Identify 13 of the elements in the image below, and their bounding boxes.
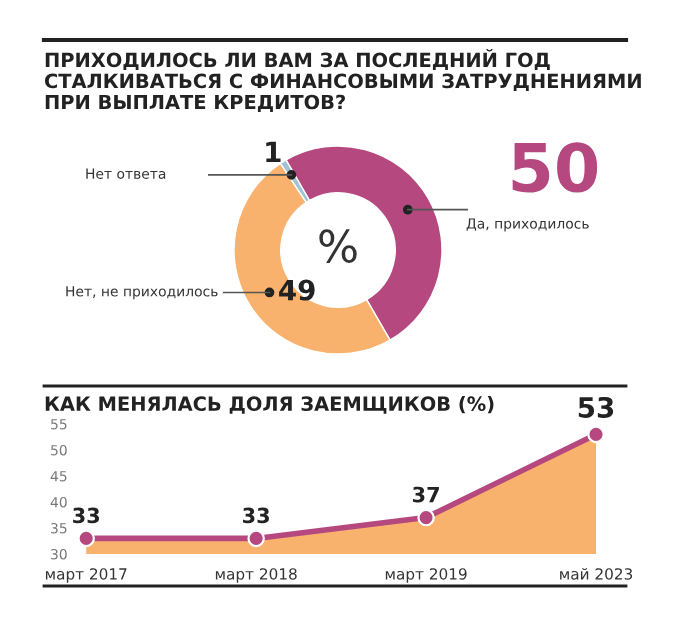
point bbox=[247, 529, 265, 548]
data-label: 53 bbox=[578, 396, 614, 418]
chart-title: КАК МЕНЯЛАСЬ ДОЛЯ ЗАЕМЩИКОВ (%) bbox=[45, 396, 494, 414]
data-label: 37 bbox=[412, 486, 439, 503]
data-label: 1 bbox=[266, 141, 281, 162]
data-label: 33 bbox=[73, 507, 100, 524]
text: % bbox=[319, 229, 357, 263]
data-label: 49 bbox=[279, 279, 315, 301]
chart-title: ПРИХОДИЛОСЬ ЛИ ВАМ ЗА ПОСЛЕДНИЙ ГОД СТАЛКИВАТЬСЯ С ФИНАНСОВЫМИ ЗАТРУДНЕНИЯМИ ПРИ ВЫПЛАТЕ КРЕДИТОВ? bbox=[44, 49, 641, 113]
data-label: 33 bbox=[243, 507, 269, 524]
point bbox=[587, 425, 605, 444]
data-label: 50 bbox=[512, 142, 598, 193]
point bbox=[77, 529, 95, 548]
